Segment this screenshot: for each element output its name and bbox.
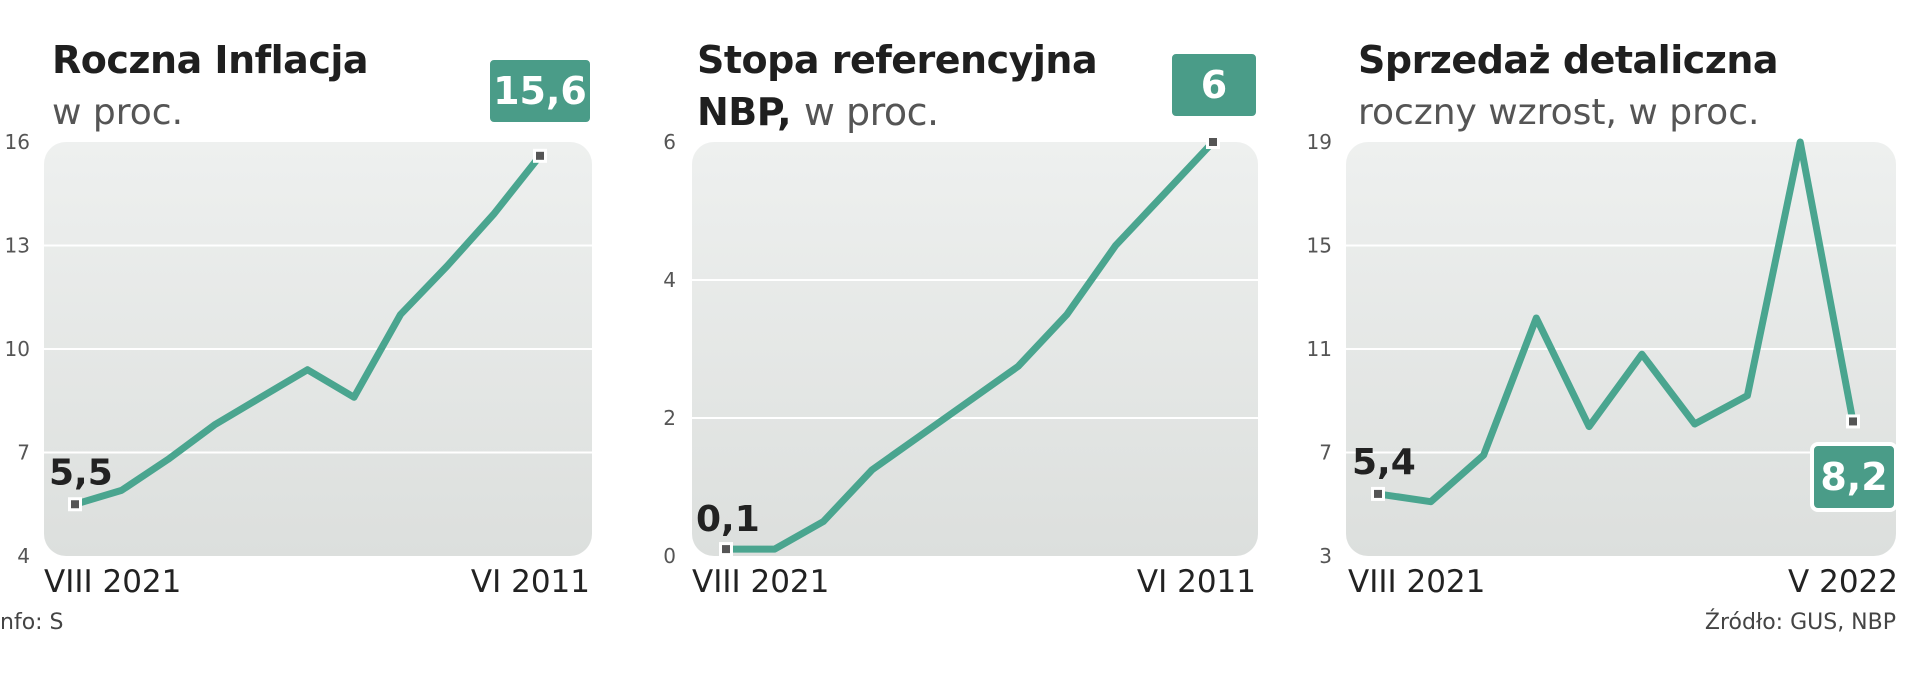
y-tick-label: 7 — [17, 441, 30, 465]
y-tick-label: 6 — [663, 130, 676, 154]
data-point-marker-inner — [536, 151, 544, 160]
series-line — [71, 152, 544, 508]
data-point-marker-inner — [1849, 417, 1857, 426]
y-tick-label: 0 — [663, 544, 676, 568]
y-tick-label: 3 — [1319, 544, 1332, 568]
y-tick-label: 13 — [5, 234, 30, 258]
start-value-label: 0,1 — [696, 499, 760, 540]
end-value-badge — [1168, 50, 1260, 120]
data-point-marker-inner — [1209, 138, 1217, 146]
y-tick-label: 15 — [1307, 234, 1332, 258]
y-tick-label: 10 — [5, 337, 30, 361]
end-value-label: 6 — [1201, 63, 1227, 107]
y-tick-label: 2 — [663, 406, 676, 430]
chart2-title-line2: NBP, w proc. — [697, 90, 939, 134]
y-tick-label: 7 — [1319, 441, 1332, 465]
x-start-label: VIII 2021 — [692, 564, 829, 600]
data-point-marker-inner — [722, 545, 730, 554]
x-end-label: V 2022 — [1788, 564, 1898, 600]
series-line — [722, 138, 1217, 553]
chart2-subtitle: w proc. — [803, 90, 939, 134]
end-value-badge — [486, 56, 594, 126]
y-tick-label: 4 — [17, 544, 30, 568]
chart1-subtitle: w proc. — [52, 92, 184, 133]
footer-source: Źródło: GUS, NBP — [1704, 610, 1896, 635]
end-value-label: 15,6 — [493, 69, 587, 113]
start-value-label: 5,5 — [49, 452, 113, 493]
x-end-label: VI 2011 — [471, 564, 590, 600]
chart2-title-line2-bold: NBP, — [697, 90, 792, 134]
data-point-marker-inner — [1374, 489, 1382, 498]
x-end-label: VI 2011 — [1137, 564, 1256, 600]
chart3-subtitle: roczny wzrost, w proc. — [1358, 92, 1760, 133]
start-value-label: 5,4 — [1352, 442, 1416, 483]
y-tick-label: 11 — [1307, 337, 1332, 361]
end-value-label: 8,2 — [1820, 455, 1887, 499]
chart2-title: Stopa referencyjna — [697, 38, 1098, 82]
chart1-title: Roczna Inflacja — [52, 38, 369, 82]
y-tick-label: 19 — [1307, 130, 1332, 154]
x-start-label: VIII 2021 — [44, 564, 181, 600]
series-line — [1374, 138, 1857, 506]
y-tick-label: 16 — [5, 130, 30, 154]
footer-left: nfo: S — [0, 610, 64, 635]
data-point-marker-inner — [71, 500, 79, 509]
chart3-title: Sprzedaż detaliczna — [1358, 38, 1779, 82]
x-start-label: VIII 2021 — [1348, 564, 1485, 600]
y-tick-label: 4 — [663, 268, 676, 292]
end-value-badge — [1810, 442, 1898, 512]
